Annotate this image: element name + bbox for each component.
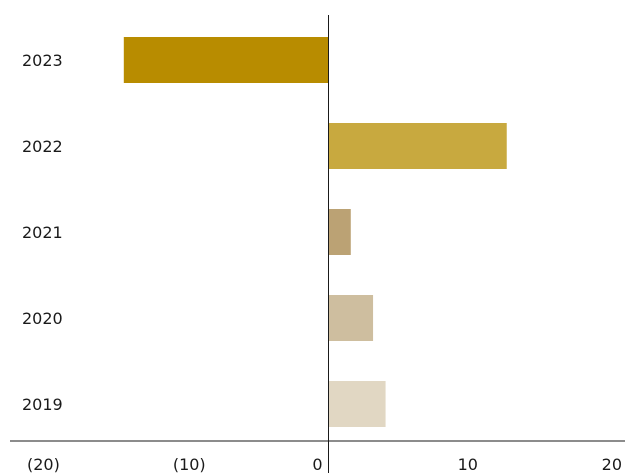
category-label-2023: 2023 xyxy=(22,51,63,70)
bar-2020 xyxy=(328,295,374,341)
category-labels: 2023 2022 2021 2020 2019 xyxy=(22,51,63,414)
x-tick-label: 20 xyxy=(602,455,622,473)
x-tick-label: (20) xyxy=(27,455,60,473)
bar-2023 xyxy=(123,37,329,83)
x-tick-label: (10) xyxy=(173,455,206,473)
bar-2021 xyxy=(328,209,351,255)
category-label-2020: 2020 xyxy=(22,309,63,328)
category-label-2019: 2019 xyxy=(22,395,63,414)
category-label-2021: 2021 xyxy=(22,223,63,242)
bar-2019 xyxy=(328,381,386,427)
x-tick-labels: (20) (10) 0 10 20 xyxy=(27,455,622,473)
category-label-2022: 2022 xyxy=(22,137,63,156)
bar-2022 xyxy=(328,123,507,169)
x-tick-label: 0 xyxy=(312,455,322,473)
x-tick-label: 10 xyxy=(458,455,478,473)
bars-group xyxy=(123,37,507,427)
